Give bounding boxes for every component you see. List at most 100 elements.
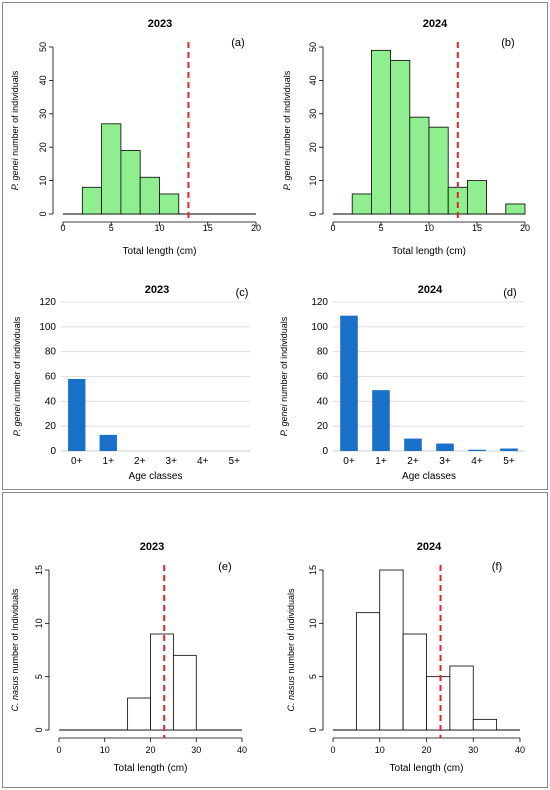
y-tick-label: 40	[308, 75, 318, 85]
y-axis-label: P. genei number of individuals	[12, 316, 22, 436]
y-tick-label: 20	[38, 142, 48, 152]
y-tick-label: 50	[308, 42, 318, 52]
x-tick-label: 40	[237, 745, 247, 755]
y-axis-label-text: number of individuals	[12, 316, 22, 404]
x-tick-label: 30	[468, 745, 478, 755]
histogram-bar	[409, 116, 430, 215]
panel-label: (f)	[492, 561, 502, 573]
x-tick-label: 15	[472, 223, 482, 233]
y-tick-label: 40	[45, 396, 57, 407]
x-tick-label: 3+	[166, 456, 178, 467]
x-tick-label: 15	[203, 223, 213, 233]
histogram-bar	[505, 203, 526, 215]
y-tick-label: 0	[308, 727, 318, 732]
histogram-bar	[172, 654, 197, 731]
x-tick-label: 1+	[375, 456, 387, 467]
histogram-bar	[426, 676, 451, 731]
histogram-bar	[101, 123, 122, 215]
y-tick-label: 15	[34, 565, 44, 575]
y-axis-label: P. genei number of individuals	[282, 70, 292, 190]
y-axis-label-species: P. genei	[12, 403, 22, 436]
panel-e: 2023 (e) C. nasus number of individuals Tot…	[10, 541, 247, 774]
x-tick-label: 3+	[439, 456, 451, 467]
histogram-bar	[351, 193, 372, 215]
chart-title: 2023	[145, 284, 169, 296]
y-tick-label: 20	[308, 142, 318, 152]
chart-title: 2023	[148, 18, 172, 30]
histogram-bar	[466, 180, 487, 215]
x-tick-label: 2+	[134, 456, 146, 467]
y-tick-label: 0	[38, 211, 48, 216]
x-tick-label: 40	[515, 745, 525, 755]
y-tick-label: 10	[308, 618, 318, 628]
panel-label: (d)	[503, 287, 516, 299]
panel-f: 2024 (f) C. nasus number of individuals Tot…	[286, 541, 525, 774]
bar	[468, 449, 486, 451]
bar	[68, 378, 86, 451]
chart-title: 2024	[423, 18, 448, 30]
y-axis-label-species: C. nasus	[10, 676, 20, 712]
y-tick-label: 15	[308, 565, 318, 575]
bar	[500, 448, 518, 451]
frame-nasus-panels	[2, 492, 548, 788]
y-axis-label-text: number of individuals	[282, 70, 292, 158]
y-tick-label: 50	[38, 42, 48, 52]
histogram-bar	[428, 126, 449, 215]
bar	[404, 438, 422, 451]
histogram-bar	[159, 193, 180, 215]
panel-label: (b)	[501, 37, 514, 49]
y-tick-label: 60	[317, 372, 329, 383]
histogram-bar	[370, 49, 391, 215]
x-tick-label: 5	[378, 223, 383, 233]
y-tick-label: 0	[34, 727, 44, 732]
panel-label: (a)	[231, 37, 244, 49]
x-tick-label: 20	[421, 745, 431, 755]
histogram-bar	[355, 612, 381, 731]
histogram-bar	[449, 665, 474, 731]
x-tick-label: 20	[520, 223, 530, 233]
panel-d: 2024 (d) P. genei number of individuals Age…	[279, 284, 525, 482]
y-tick-label: 120	[311, 297, 328, 308]
y-axis-label-text: number of individuals	[286, 588, 296, 676]
y-axis-label-species: P. genei	[282, 157, 292, 190]
bar	[99, 434, 117, 451]
x-tick-label: 0+	[343, 456, 355, 467]
panel-b: 2024 (b) P. genei number of individuals Tot…	[282, 18, 530, 257]
y-tick-label: 40	[38, 75, 48, 85]
x-tick-label: 0	[60, 223, 65, 233]
bar	[436, 443, 454, 451]
x-tick-label: 10	[424, 223, 434, 233]
histogram-bar	[81, 186, 103, 215]
y-axis-label: P. genei number of individuals	[279, 316, 289, 436]
x-tick-label: 4+	[471, 456, 483, 467]
y-tick-label: 100	[311, 322, 328, 333]
x-axis-label: Total length (cm)	[390, 763, 464, 774]
y-tick-label: 10	[38, 176, 48, 186]
frame-pectinidae-panels	[2, 2, 548, 490]
y-axis-label: P. genei number of individuals	[10, 70, 20, 190]
histogram-bar	[120, 150, 141, 215]
y-axis-label-text: number of individuals	[279, 316, 289, 404]
x-axis-label: Age classes	[402, 471, 456, 482]
y-tick-label: 20	[45, 421, 57, 432]
y-tick-label: 120	[39, 297, 56, 308]
histogram-bar	[127, 697, 151, 731]
chart-title: 2024	[418, 284, 443, 296]
y-axis-label: C. nasus number of individuals	[10, 588, 20, 712]
y-axis-label-species: P. genei	[279, 403, 289, 436]
histogram-bar	[447, 186, 468, 215]
x-tick-label: 20	[145, 745, 155, 755]
x-tick-label: 1+	[103, 456, 115, 467]
bar	[340, 315, 358, 451]
x-tick-label: 20	[251, 223, 261, 233]
histogram-bar	[379, 569, 404, 731]
chart-title: 2024	[417, 541, 442, 553]
panel-a: 2023 (a) P. genei number of individuals Tot…	[10, 18, 261, 257]
x-tick-label: 10	[154, 223, 164, 233]
panel-label: (e)	[218, 561, 231, 573]
y-axis-label-species: P. genei	[10, 157, 20, 190]
y-tick-label: 5	[308, 674, 318, 679]
x-axis-label: Total length (cm)	[123, 246, 197, 257]
histogram-bar	[150, 633, 174, 731]
